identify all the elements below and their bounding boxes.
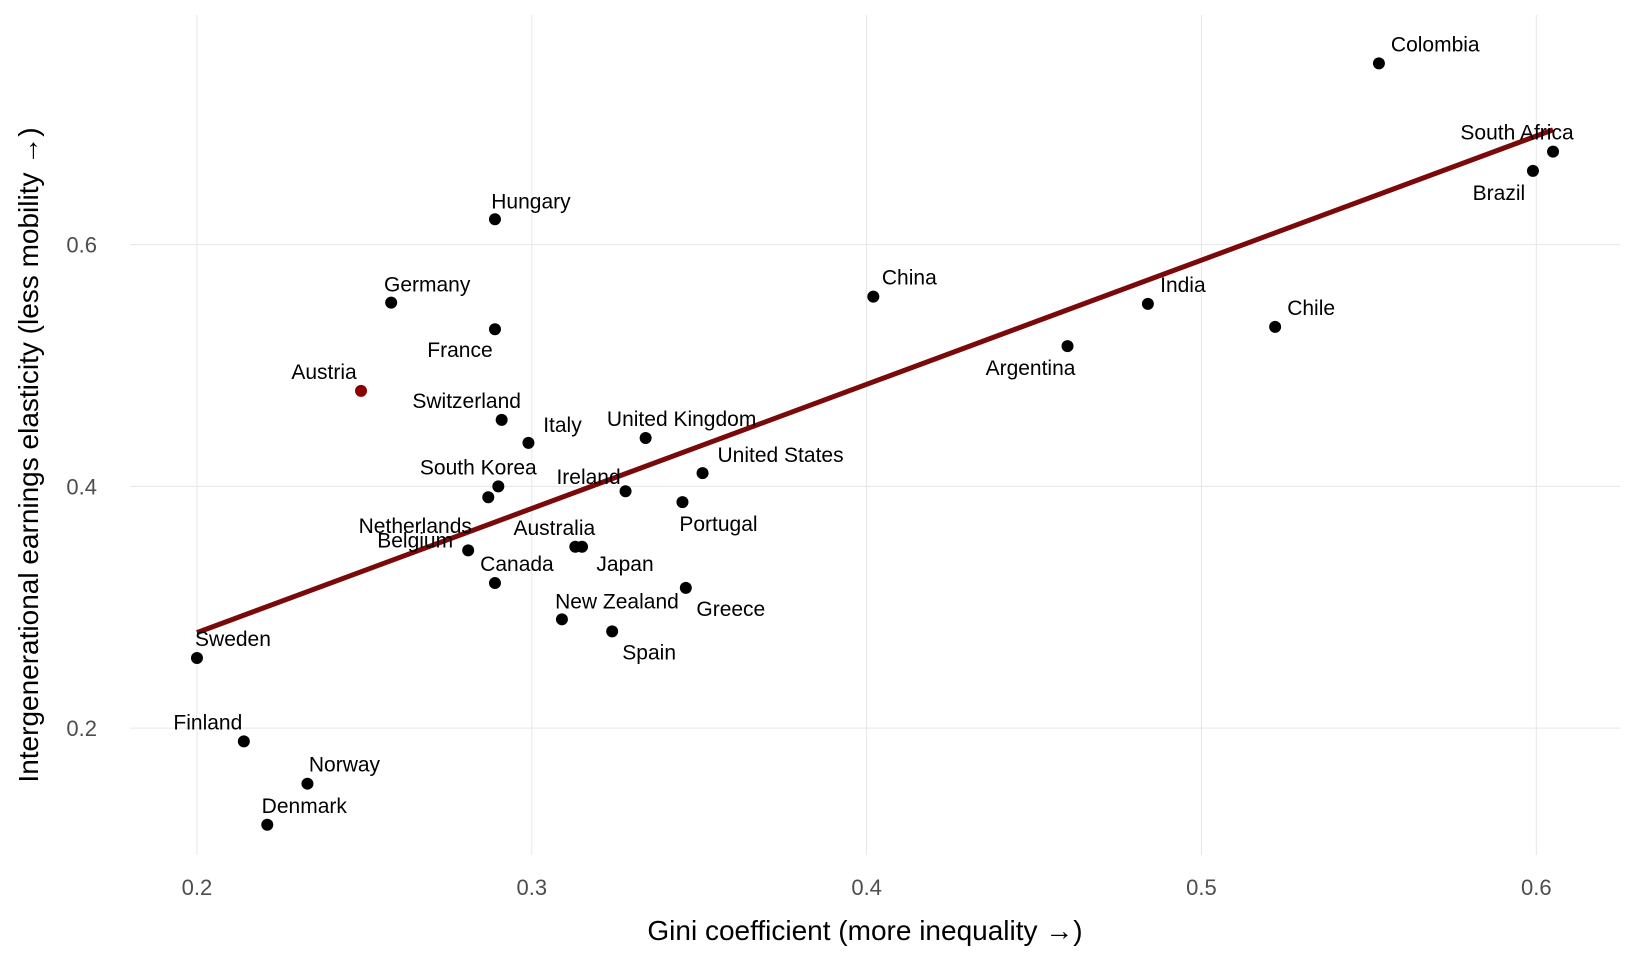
label-united-states: United States — [718, 444, 844, 467]
label-canada: Canada — [480, 553, 554, 576]
label-colombia: Colombia — [1391, 33, 1480, 56]
label-south-africa: South Africa — [1460, 122, 1574, 145]
point-hungary — [488, 213, 501, 226]
point-united-states — [696, 467, 709, 480]
label-norway: Norway — [309, 754, 381, 777]
label-greece: Greece — [696, 598, 765, 621]
label-argentina: Argentina — [986, 357, 1076, 380]
label-australia: Australia — [513, 517, 595, 540]
grid-lines — [130, 15, 1620, 855]
label-ireland: Ireland — [556, 466, 620, 489]
label-sweden: Sweden — [195, 628, 271, 651]
x-tick-label: 0.4 — [851, 875, 882, 900]
label-united-kingdom: United Kingdom — [607, 408, 756, 431]
label-germany: Germany — [384, 274, 471, 297]
point-brazil — [1526, 164, 1539, 177]
label-south-korea: South Korea — [420, 456, 537, 479]
label-denmark: Denmark — [262, 795, 348, 818]
label-brazil: Brazil — [1473, 182, 1526, 205]
label-new-zealand: New Zealand — [555, 590, 679, 613]
x-tick-label: 0.6 — [1521, 875, 1552, 900]
point-india — [1141, 297, 1154, 310]
label-portugal: Portugal — [679, 513, 757, 536]
y-tick-label: 0.6 — [66, 233, 97, 258]
point-colombia — [1372, 57, 1385, 70]
point-denmark — [261, 818, 274, 831]
label-japan: Japan — [596, 553, 653, 576]
label-spain: Spain — [622, 641, 676, 664]
x-axis-title: Gini coefficient (more inequality →) — [647, 915, 1082, 946]
point-ireland — [619, 485, 632, 498]
point-south-africa — [1547, 145, 1560, 158]
point-italy — [522, 436, 535, 449]
point-greece — [679, 581, 692, 594]
y-tick-label: 0.4 — [66, 474, 97, 499]
label-switzerland: Switzerland — [412, 390, 521, 413]
point-netherlands — [482, 491, 495, 504]
label-belgium: Belgium — [377, 529, 453, 552]
label-italy: Italy — [543, 414, 582, 437]
point-new-zealand — [555, 613, 568, 626]
point-labels: Colombia South Africa Brazil Hungary China Ge… — [173, 33, 1574, 817]
point-spain — [606, 625, 619, 638]
label-chile: Chile — [1287, 297, 1335, 320]
label-china: China — [882, 267, 937, 290]
y-tick-label: 0.2 — [66, 716, 97, 741]
point-sweden — [190, 651, 203, 664]
label-finland: Finland — [173, 711, 242, 734]
point-portugal — [676, 496, 689, 509]
label-india: India — [1160, 274, 1206, 297]
trend-line-layer — [196, 127, 1554, 635]
data-points — [190, 57, 1560, 831]
point-finland — [237, 735, 250, 748]
label-austria: Austria — [291, 361, 357, 384]
label-netherlands: Netherlands — [359, 515, 472, 538]
x-tick-label: 0.2 — [182, 875, 213, 900]
x-axis-ticks: 0.2 0.3 0.4 0.5 0.6 — [182, 875, 1552, 900]
point-chile — [1269, 320, 1282, 333]
point-belgium — [462, 544, 475, 557]
y-axis-title: Intergenerational earnings elasticity (l… — [13, 127, 44, 782]
point-switzerland — [495, 413, 508, 426]
label-france: France — [427, 339, 492, 362]
x-tick-label: 0.5 — [1186, 875, 1217, 900]
point-united-kingdom — [639, 432, 652, 445]
point-germany — [385, 296, 398, 309]
point-south-korea — [492, 480, 505, 493]
y-axis-ticks: 0.2 0.4 0.6 — [66, 233, 97, 741]
point-austria — [355, 384, 368, 397]
point-argentina — [1061, 340, 1074, 353]
point-japan — [576, 540, 589, 553]
label-hungary: Hungary — [491, 190, 571, 213]
point-china — [867, 290, 880, 303]
point-france — [488, 323, 501, 336]
point-norway — [301, 777, 314, 790]
trend-line — [196, 127, 1554, 635]
point-canada — [488, 577, 501, 590]
x-tick-label: 0.3 — [517, 875, 548, 900]
